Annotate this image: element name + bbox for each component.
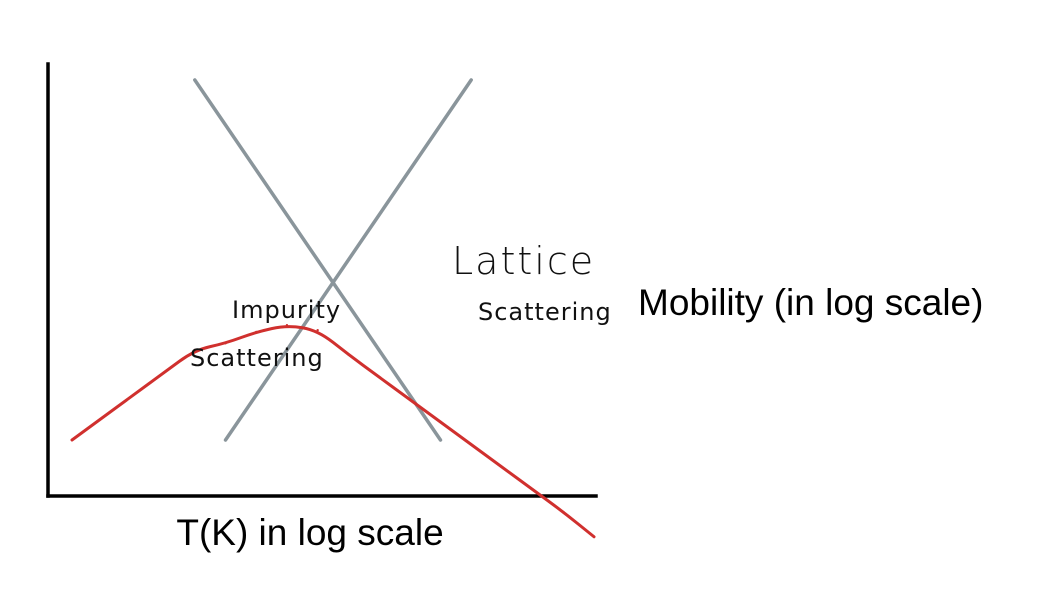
mobility-point-17 bbox=[592, 535, 596, 538]
mobility-point-13 bbox=[469, 443, 473, 446]
mobility-point-12 bbox=[439, 420, 442, 424]
mobility-point-4 bbox=[193, 348, 197, 352]
mobility-points bbox=[70, 324, 596, 538]
mobility-point-7 bbox=[285, 324, 289, 327]
mobility-point-1 bbox=[101, 416, 104, 419]
annotation-lattice-line1: Lattice bbox=[452, 239, 595, 283]
annotation-impurity-line1: Impurity bbox=[232, 296, 341, 324]
y-axis-label: Mobility (in log scale) bbox=[638, 282, 983, 323]
mobility-point-14 bbox=[500, 465, 504, 469]
mobility-point-6 bbox=[255, 330, 258, 334]
mobility-point-11 bbox=[408, 398, 411, 401]
mobility-curve bbox=[70, 325, 596, 539]
mobility-point-0 bbox=[70, 438, 74, 442]
impurity-asymptote-line bbox=[223, 78, 473, 442]
mobility-point-15 bbox=[531, 488, 534, 491]
lattice-asymptote-line bbox=[193, 78, 443, 442]
annotation-impurity-line2: Scattering bbox=[190, 344, 324, 372]
mobility-point-10 bbox=[377, 375, 381, 379]
mobility-point-8 bbox=[316, 329, 319, 332]
mobility-point-3 bbox=[162, 371, 166, 374]
annotation-lattice-line2: Scattering bbox=[478, 298, 612, 326]
mobility-point-2 bbox=[132, 393, 135, 397]
mobility-point-9 bbox=[347, 353, 350, 356]
mobility-point-16 bbox=[562, 510, 565, 514]
x-axis-label: T(K) in log scale bbox=[176, 512, 443, 553]
mobility-point-5 bbox=[224, 342, 227, 345]
